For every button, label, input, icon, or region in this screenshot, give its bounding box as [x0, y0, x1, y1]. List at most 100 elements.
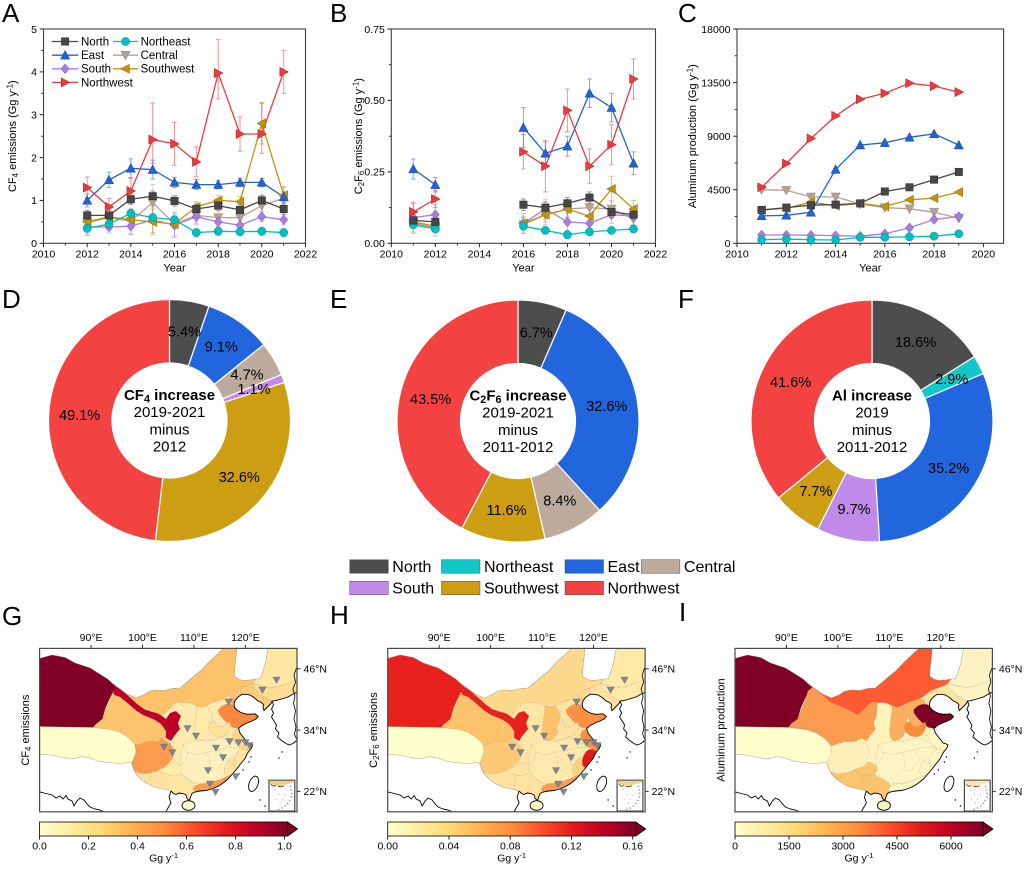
svg-text:1500: 1500 — [777, 841, 801, 853]
svg-text:Year: Year — [163, 263, 186, 275]
svg-text:0.6: 0.6 — [179, 841, 194, 853]
svg-text:110°E: 110°E — [528, 632, 556, 644]
svg-text:2012: 2012 — [775, 249, 799, 261]
svg-text:2014: 2014 — [119, 249, 143, 261]
svg-text:C2F6 emissions (Gg y-1): C2F6 emissions (Gg y-1) — [351, 78, 366, 194]
svg-text:2: 2 — [31, 152, 37, 164]
svg-text:2016: 2016 — [163, 249, 187, 261]
svg-text:1: 1 — [31, 195, 37, 207]
svg-text:2012: 2012 — [153, 439, 186, 456]
svg-text:minus: minus — [498, 422, 538, 439]
svg-text:2011-2012: 2011-2012 — [837, 439, 908, 456]
svg-text:2020: 2020 — [972, 249, 996, 261]
svg-text:5: 5 — [31, 24, 37, 36]
svg-text:2019: 2019 — [855, 405, 888, 422]
svg-text:D: D — [2, 284, 21, 314]
svg-text:CF4 emissions (Gg y-1): CF4 emissions (Gg y-1) — [5, 80, 20, 192]
svg-text:E: E — [330, 284, 347, 314]
svg-text:2022: 2022 — [294, 249, 318, 261]
svg-text:Year: Year — [512, 263, 535, 275]
svg-text:CF4 increase: CF4 increase — [124, 387, 215, 406]
svg-text:2014: 2014 — [468, 249, 492, 261]
svg-text:4: 4 — [31, 67, 37, 79]
svg-text:0.04: 0.04 — [439, 841, 460, 853]
svg-text:South: South — [81, 64, 111, 76]
svg-text:H: H — [330, 600, 349, 630]
svg-text:13500: 13500 — [701, 77, 730, 89]
svg-text:2018: 2018 — [556, 249, 580, 261]
svg-text:9000: 9000 — [707, 131, 731, 143]
svg-text:North: North — [392, 559, 431, 576]
svg-text:0.50: 0.50 — [364, 95, 385, 107]
svg-text:Northwest: Northwest — [608, 581, 681, 598]
svg-text:2010: 2010 — [32, 249, 56, 261]
svg-text:Al increase: Al increase — [832, 388, 912, 405]
svg-text:Northeast: Northeast — [141, 36, 192, 48]
svg-text:East: East — [608, 559, 641, 576]
svg-text:C2F6 increase: C2F6 increase — [469, 388, 566, 407]
svg-text:1.1%: 1.1% — [237, 382, 270, 398]
svg-text:2020: 2020 — [600, 249, 624, 261]
svg-text:90°E: 90°E — [428, 632, 451, 644]
svg-text:Gg y-1: Gg y-1 — [149, 851, 178, 864]
svg-text:100°E: 100°E — [824, 632, 853, 644]
svg-text:49.1%: 49.1% — [59, 408, 100, 424]
svg-text:35.2%: 35.2% — [928, 461, 969, 477]
svg-text:2018: 2018 — [922, 249, 946, 261]
svg-text:Southwest: Southwest — [484, 581, 559, 598]
svg-text:110°E: 110°E — [180, 632, 208, 644]
svg-text:0: 0 — [31, 238, 37, 250]
svg-text:2010: 2010 — [725, 249, 749, 261]
svg-text:2014: 2014 — [824, 249, 848, 261]
svg-text:100°E: 100°E — [476, 632, 505, 644]
svg-text:18.6%: 18.6% — [895, 335, 936, 351]
svg-text:0.2: 0.2 — [81, 841, 96, 853]
svg-text:2.9%: 2.9% — [935, 372, 968, 388]
svg-text:5.4%: 5.4% — [168, 324, 201, 340]
svg-text:90°E: 90°E — [80, 632, 103, 644]
svg-text:minus: minus — [852, 422, 892, 439]
svg-text:A: A — [2, 0, 20, 28]
svg-text:34°N: 34°N — [304, 725, 327, 737]
svg-text:2011-2012: 2011-2012 — [483, 439, 554, 456]
svg-text:C: C — [678, 0, 697, 28]
svg-text:0.12: 0.12 — [561, 841, 582, 853]
svg-text:90°E: 90°E — [775, 632, 798, 644]
svg-text:34°N: 34°N — [999, 725, 1022, 737]
svg-text:1.0: 1.0 — [277, 841, 292, 853]
svg-text:120°E: 120°E — [579, 632, 608, 644]
svg-text:120°E: 120°E — [926, 632, 955, 644]
svg-text:2016: 2016 — [512, 249, 536, 261]
svg-text:Central: Central — [141, 50, 178, 62]
svg-text:South: South — [392, 581, 434, 598]
svg-text:Aluminum production (Gg y-1): Aluminum production (Gg y-1) — [685, 64, 699, 208]
svg-text:G: G — [2, 601, 22, 631]
svg-text:9.7%: 9.7% — [838, 502, 871, 518]
svg-text:120°E: 120°E — [231, 632, 260, 644]
svg-text:4500: 4500 — [707, 185, 731, 197]
svg-text:CF4 emissions: CF4 emissions — [20, 694, 33, 766]
svg-text:2012: 2012 — [75, 249, 99, 261]
svg-text:18000: 18000 — [701, 24, 730, 36]
svg-text:34°N: 34°N — [652, 725, 675, 737]
svg-text:2019-2021: 2019-2021 — [482, 405, 554, 422]
svg-text:6000: 6000 — [939, 841, 963, 853]
svg-text:3: 3 — [31, 110, 37, 122]
svg-text:Gg y-1: Gg y-1 — [845, 851, 874, 864]
svg-text:22°N: 22°N — [652, 786, 675, 798]
svg-text:Year: Year — [859, 263, 882, 275]
svg-text:4500: 4500 — [885, 841, 909, 853]
svg-text:22°N: 22°N — [999, 786, 1022, 798]
svg-text:2022: 2022 — [644, 249, 668, 261]
svg-text:East: East — [81, 50, 105, 62]
svg-text:2012: 2012 — [424, 249, 448, 261]
svg-text:110°E: 110°E — [875, 632, 903, 644]
svg-text:3000: 3000 — [831, 841, 855, 853]
svg-text:North: North — [81, 36, 109, 48]
svg-text:9.1%: 9.1% — [205, 339, 238, 355]
svg-text:I: I — [679, 597, 686, 627]
svg-text:0: 0 — [725, 238, 731, 250]
svg-text:46°N: 46°N — [652, 664, 675, 676]
svg-text:0.4: 0.4 — [130, 841, 145, 853]
svg-text:0.08: 0.08 — [500, 841, 521, 853]
